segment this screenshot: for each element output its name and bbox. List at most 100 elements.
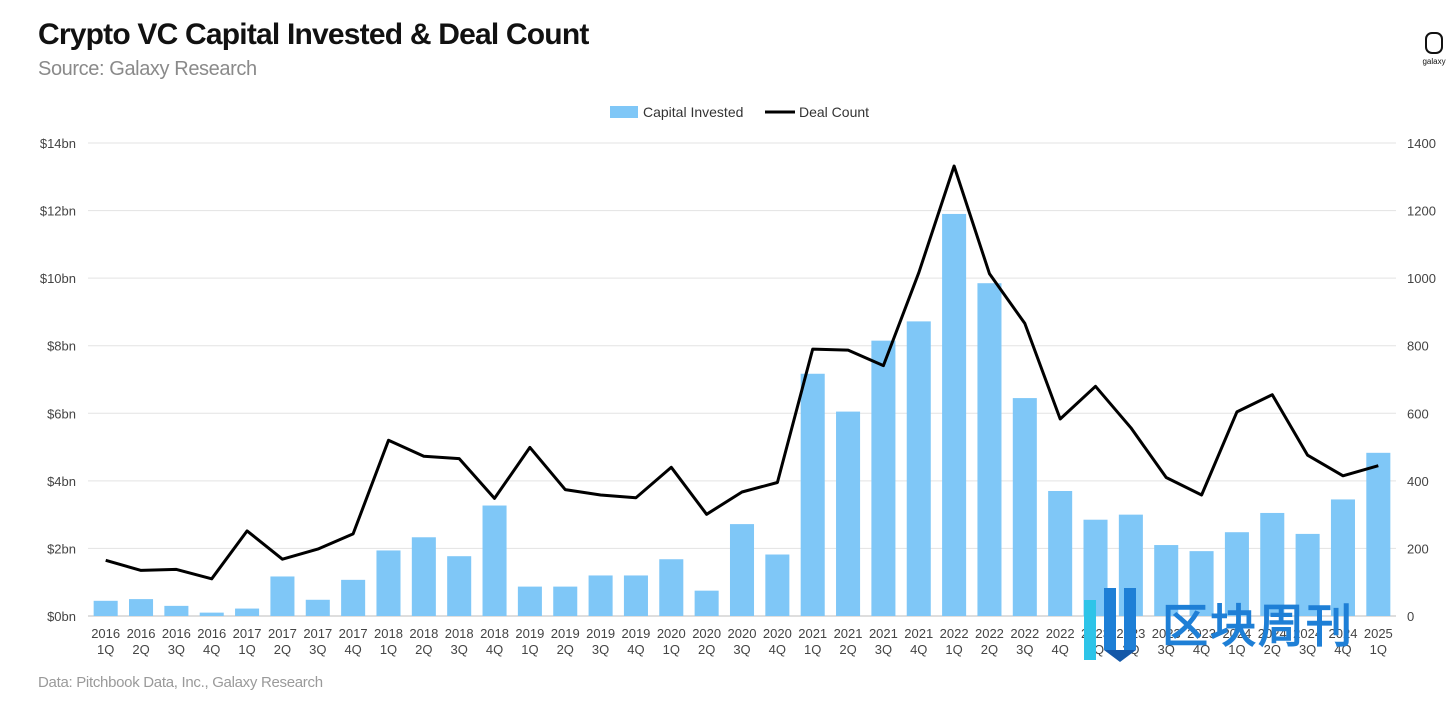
bar-capital-invested (942, 213, 967, 616)
bar-capital-invested (411, 537, 436, 616)
y-left-tick-label: $4bn (47, 474, 76, 489)
watermark: 区块周刊 (1082, 586, 1448, 664)
bar-capital-invested (1260, 512, 1285, 616)
x-tick-label: 2017 4Q (339, 626, 368, 657)
chart-legend: Capital Invested Deal Count (610, 104, 869, 120)
x-tick-label: 2018 2Q (409, 626, 438, 657)
x-tick-label: 2024 4Q (1329, 626, 1358, 657)
bar-capital-invested (1224, 532, 1249, 616)
y-right-tick-label: 1000 (1407, 271, 1436, 286)
bar-capital-invested (871, 340, 896, 616)
galaxy-logo-text: galaxy (1422, 57, 1446, 66)
legend-swatch-capital-invested (610, 106, 638, 118)
bar-capital-invested (341, 579, 366, 616)
bar-capital-invested (1083, 519, 1108, 616)
chart-subtitle: Source: Galaxy Research (38, 58, 257, 80)
footnote: Data: Pitchbook Data, Inc., Galaxy Resea… (38, 674, 323, 691)
x-tick-label: 2020 3Q (728, 626, 757, 657)
y-left-tick-label: $14bn (40, 136, 76, 151)
y-right-tick-label: 400 (1407, 474, 1429, 489)
y-right-tick-label: 600 (1407, 406, 1429, 421)
bar-capital-invested (447, 556, 472, 616)
bar-capital-invested (482, 505, 507, 616)
x-tick-label: 2016 2Q (127, 626, 156, 657)
line-deal-count (105, 164, 1379, 581)
y-left-tick-label: $0bn (47, 609, 76, 624)
x-tick-label: 2022 1Q (940, 626, 969, 657)
x-tick-label: 2020 4Q (763, 626, 792, 657)
bar-capital-invested (623, 575, 648, 616)
x-tick-label: 2016 1Q (91, 626, 120, 657)
y-right-tick-label: 200 (1407, 541, 1429, 556)
y-left-tick-label: $6bn (47, 406, 76, 421)
bar-capital-invested (93, 600, 118, 616)
x-tick-label: 2023 3Q (1152, 626, 1181, 657)
x-tick-label: 2018 1Q (374, 626, 403, 657)
x-tick-label: 2016 3Q (162, 626, 191, 657)
chart-title: Crypto VC Capital Invested & Deal Count (38, 18, 589, 51)
y-right-tick-label: 800 (1407, 339, 1429, 354)
legend-label-deal-count: Deal Count (799, 104, 869, 120)
bar-capital-invested (1366, 452, 1391, 616)
bar-capital-invested (235, 608, 260, 616)
bar-capital-invested (765, 554, 790, 616)
bar-capital-invested (553, 586, 578, 616)
bar-capital-invested (129, 599, 154, 616)
bar-capital-invested (376, 550, 401, 616)
x-tick-label: 2017 3Q (303, 626, 332, 657)
x-tick-label: 2019 2Q (551, 626, 580, 657)
x-tick-label: 2018 3Q (445, 626, 474, 657)
galaxy-logo-icon (1425, 32, 1443, 54)
galaxy-logo: galaxy (1414, 32, 1454, 78)
y-left-tick-label: $12bn (40, 204, 76, 219)
x-tick-label: 2021 1Q (798, 626, 827, 657)
y-right-tick-label: 1200 (1407, 204, 1436, 219)
bar-capital-invested (164, 605, 189, 616)
bar-capital-invested (1154, 545, 1179, 616)
watermark-text: 区块周刊 (1162, 599, 1354, 653)
x-tick-label: 2022 2Q (975, 626, 1004, 657)
bar-capital-invested (1295, 533, 1320, 616)
bar-capital-invested (906, 321, 931, 616)
bar-capital-invested (270, 576, 295, 616)
bar-capital-invested (1330, 499, 1355, 616)
x-tick-label: 2023 4Q (1187, 626, 1216, 657)
bar-capital-invested (659, 559, 684, 616)
x-tick-label: 2022 4Q (1046, 626, 1075, 657)
bar-capital-invested (1012, 398, 1037, 616)
y-left-tick-label: $2bn (47, 541, 76, 556)
x-tick-label: 2019 3Q (586, 626, 615, 657)
bar-capital-invested (729, 524, 755, 616)
quchain-logo-icon (1084, 588, 1136, 662)
x-tick-label: 2020 1Q (657, 626, 686, 657)
x-tick-label: 2020 2Q (692, 626, 721, 657)
x-tick-label: 2021 4Q (904, 626, 933, 657)
x-tick-label: 2025 1Q (1364, 626, 1393, 657)
x-tick-label: 2022 3Q (1010, 626, 1039, 657)
x-tick-label: 2019 1Q (515, 626, 544, 657)
bar-capital-invested (1189, 551, 1214, 616)
x-tick-label: 2016 4Q (197, 626, 226, 657)
x-tick-label: 2024 3Q (1293, 626, 1322, 657)
bar-capital-invested (977, 283, 1002, 616)
bar-capital-invested (588, 575, 613, 616)
bar-capital-invested (800, 373, 825, 616)
bar-capital-invested (694, 590, 719, 616)
x-tick-label: 2021 2Q (834, 626, 863, 657)
x-tick-label: 2019 4Q (621, 626, 650, 657)
y-right-tick-label: 0 (1407, 609, 1414, 624)
x-tick-label: 2018 4Q (480, 626, 509, 657)
x-tick-label: 2017 2Q (268, 626, 297, 657)
bar-capital-invested (836, 411, 861, 616)
legend-label-capital-invested: Capital Invested (643, 104, 743, 120)
bar-capital-invested (199, 612, 224, 616)
bar-capital-invested (1048, 490, 1073, 616)
y-left-tick-label: $8bn (47, 339, 76, 354)
y-left-tick-label: $10bn (40, 271, 76, 286)
x-tick-label: 2017 1Q (233, 626, 262, 657)
bar-capital-invested (305, 599, 330, 616)
bar-capital-invested (517, 586, 542, 616)
x-tick-label: 2024 1Q (1222, 626, 1251, 657)
x-tick-label: 2021 3Q (869, 626, 898, 657)
